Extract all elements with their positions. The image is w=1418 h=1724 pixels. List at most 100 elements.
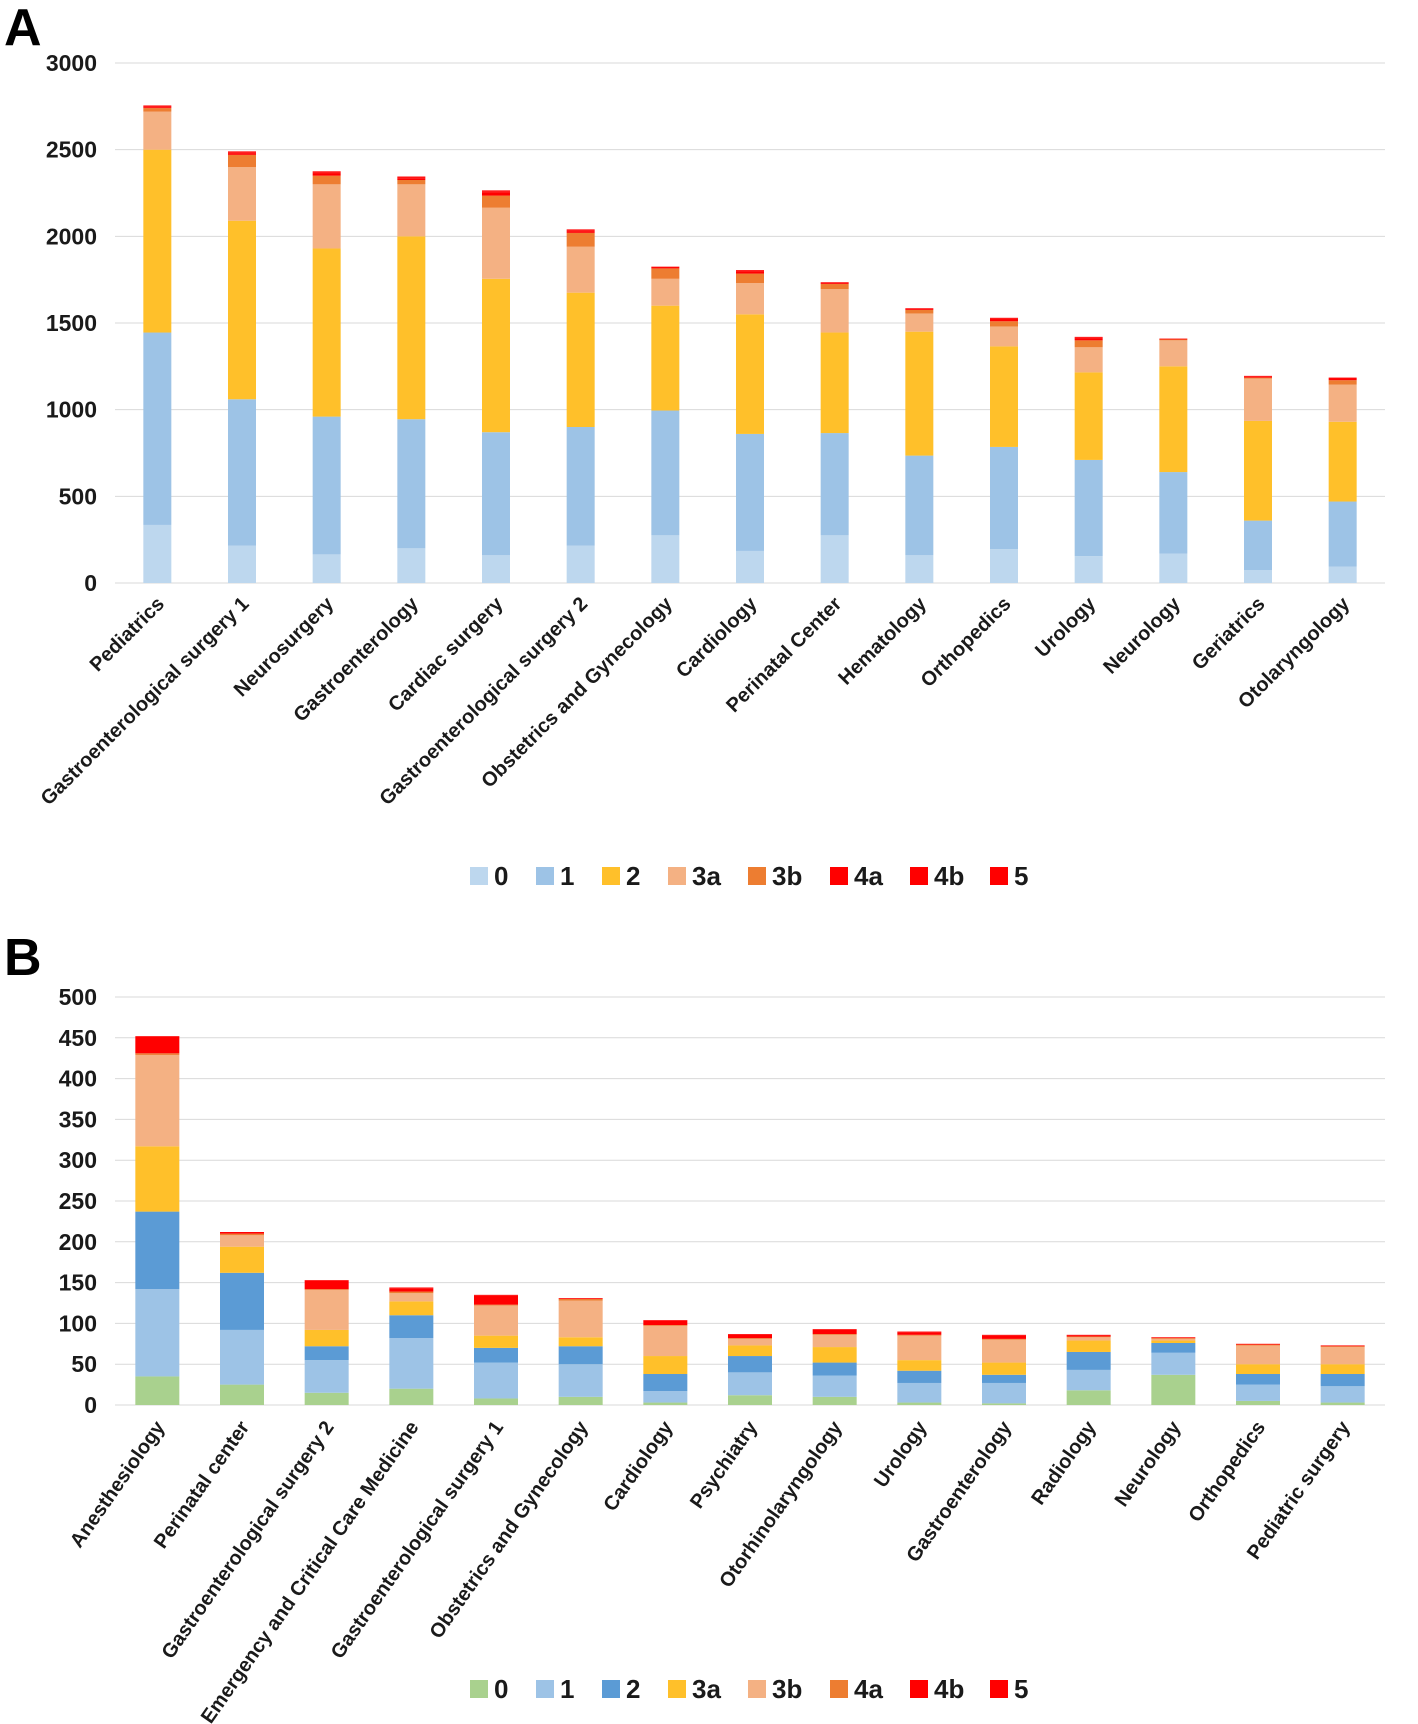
bar-segment-1	[736, 433, 764, 551]
bar-segment-2	[1244, 420, 1272, 521]
x-category-label: Geriatrics	[1188, 593, 1270, 675]
x-category-label: Urology	[1031, 592, 1101, 662]
bar-segment-1	[990, 446, 1018, 550]
bar-segment-0	[982, 1403, 1026, 1405]
y-tick-label: 500	[59, 984, 97, 1010]
bar-segment-3b	[897, 1335, 942, 1361]
bar-segment-0	[820, 535, 849, 583]
bar-segment-0	[304, 1392, 349, 1405]
bar-segment-2	[474, 1347, 518, 1363]
legend-swatch-2	[602, 867, 620, 885]
bar-segment-2	[1159, 366, 1188, 473]
legend-label-4a: 4a	[854, 861, 883, 891]
bar-segment-2	[820, 332, 849, 434]
bar-segment-0	[482, 555, 510, 583]
bar-segment-0	[1320, 1402, 1365, 1405]
bar-segment-1	[1151, 1352, 1196, 1375]
legend-label-5: 5	[1014, 1674, 1028, 1704]
bar-segment-5	[482, 190, 510, 192]
bar-segment-0	[728, 1395, 772, 1405]
bar-segment-5	[990, 317, 1018, 319]
legend-swatch-1	[536, 867, 554, 885]
bar-segment-1	[651, 410, 680, 536]
bar-segment-1	[474, 1362, 518, 1399]
bar-segment-3b	[651, 268, 680, 279]
bar-segment-3a	[312, 184, 341, 249]
bar-segment-2	[397, 236, 426, 420]
bar-segment-1	[1074, 459, 1103, 557]
bar-segment-4a	[990, 319, 1018, 322]
bar-segment-4a	[558, 1298, 603, 1301]
bar-segment-1	[304, 1360, 349, 1393]
bar-segment-4b	[1151, 1337, 1196, 1339]
bar-segment-3b	[728, 1338, 772, 1346]
legend-swatch-4b	[910, 1680, 928, 1698]
bar-segment-2	[135, 1211, 180, 1290]
bar-segment-3b	[220, 1235, 264, 1247]
bar-segment-1	[143, 332, 172, 525]
bar-segment-4b	[897, 1332, 942, 1335]
x-category-label: Orthopedics	[917, 593, 1016, 692]
legend-label-1: 1	[560, 1674, 574, 1704]
bar-segment-0	[1074, 556, 1103, 583]
bar-segment-3b	[736, 273, 764, 284]
legend-swatch-1	[536, 1680, 554, 1698]
bar-segment-4b	[389, 1288, 434, 1292]
bar-segment-4a	[143, 107, 172, 109]
bar-segment-4a	[1236, 1344, 1280, 1346]
bar-segment-3a	[397, 184, 426, 237]
legend-label-3b: 3b	[772, 861, 802, 891]
bar-segment-5	[736, 270, 764, 271]
bar-segment-3b	[389, 1293, 434, 1302]
bar-segment-4a	[736, 271, 764, 274]
bar-segment-0	[643, 1402, 688, 1405]
legend-swatch-2	[602, 1680, 620, 1698]
bar-segment-4b	[1236, 1343, 1280, 1345]
bar-segment-2	[1328, 421, 1357, 502]
x-category-label: Gastroenterological surgery 1	[327, 1417, 508, 1663]
x-category-label: Cardiology	[599, 1417, 677, 1516]
bar-segment-5	[1066, 1334, 1111, 1336]
bar-segment-3a	[228, 167, 256, 221]
legend-swatch-0	[470, 1680, 488, 1698]
bar-segment-4b	[736, 271, 764, 272]
bar-segment-0	[651, 535, 680, 583]
bar-segment-0	[736, 550, 764, 583]
y-tick-label: 100	[59, 1310, 97, 1336]
bar-segment-4b	[312, 172, 341, 174]
legend-swatch-5	[990, 1680, 1008, 1698]
chart-a: 050010001500200025003000PediatricsGastro…	[37, 50, 1385, 891]
bar-segment-5	[397, 176, 426, 178]
bar-segment-2	[558, 1346, 603, 1365]
y-tick-label: 2500	[46, 137, 97, 163]
bar-segment-1	[312, 416, 341, 555]
x-category-label: Orthopedics	[1185, 1417, 1271, 1526]
bar-segment-0	[1328, 566, 1357, 583]
bar-segment-3b	[1066, 1337, 1111, 1341]
bar-segment-3a	[736, 283, 764, 315]
bar-segment-3b	[397, 180, 426, 185]
bar-segment-3b	[812, 1334, 857, 1348]
bar-segment-3a	[389, 1301, 434, 1316]
panel-a-letter: A	[4, 0, 42, 57]
bar-segment-2	[812, 1362, 857, 1376]
bar-segment-2	[982, 1374, 1026, 1383]
bar-segment-0	[1151, 1374, 1196, 1405]
bar-segment-4a	[897, 1334, 942, 1336]
bar-segment-4a	[643, 1325, 688, 1326]
bar-segment-3a	[643, 1356, 688, 1374]
x-category-label: Pediatrics	[86, 593, 169, 676]
bar-segment-4b	[1066, 1335, 1111, 1337]
legend-label-4b: 4b	[934, 861, 964, 891]
bar-segment-4b	[482, 191, 510, 193]
chart-b: 050100150200250300350400450500Anesthesio…	[59, 984, 1385, 1724]
bar-segment-4a	[1328, 378, 1357, 381]
bar-segment-4b	[474, 1295, 518, 1305]
bar-segment-4b	[1328, 377, 1357, 379]
legend-label-2: 2	[626, 1674, 640, 1704]
bar-segment-4b	[228, 152, 256, 154]
bar-segment-4a	[1244, 376, 1272, 378]
y-tick-label: 0	[84, 1392, 97, 1418]
bar-segment-1	[1066, 1369, 1111, 1391]
bar-segment-3b	[143, 108, 172, 112]
